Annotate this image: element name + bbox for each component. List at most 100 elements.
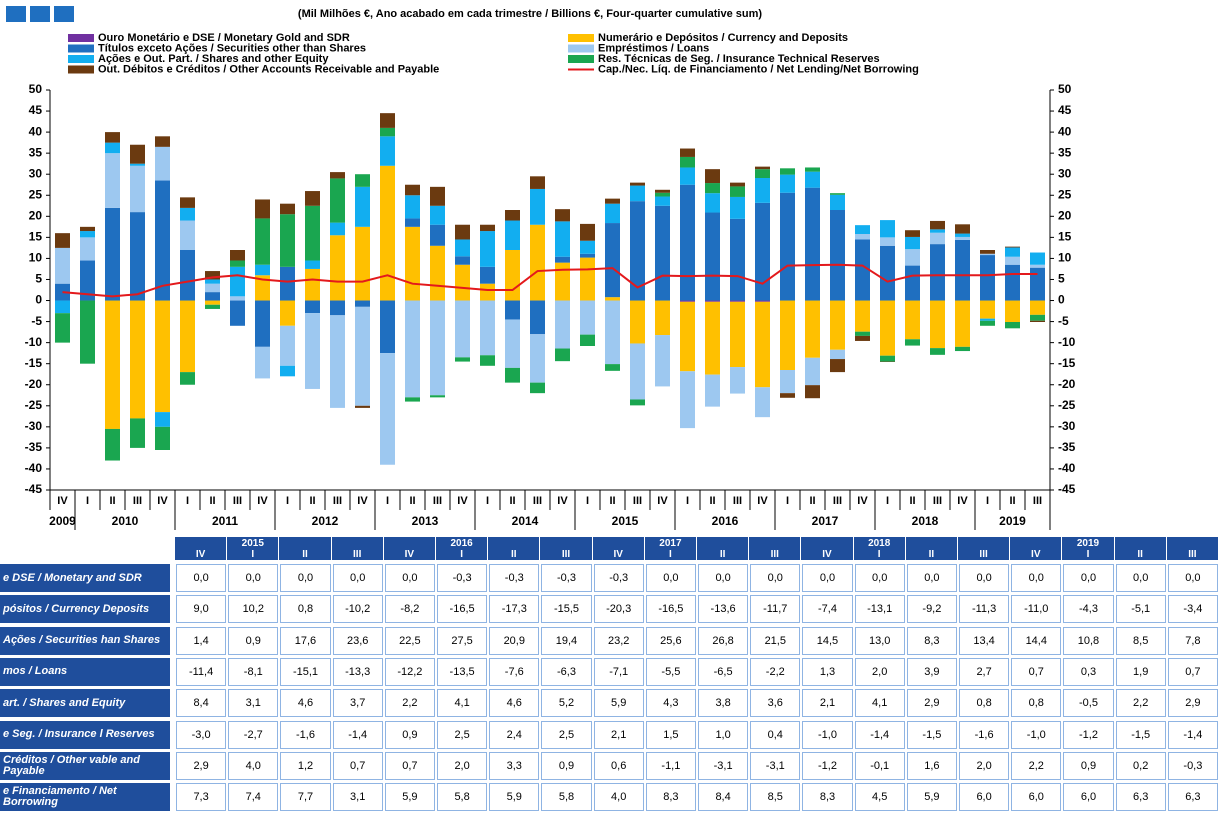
table-cell: -16,5 <box>437 595 488 624</box>
legend-label: Cap./Nec. Líq. de Financiamento / Net Le… <box>598 63 919 75</box>
logo <box>6 6 74 22</box>
table-cell: 5,9 <box>593 689 644 718</box>
bar-segment <box>855 234 870 240</box>
table-cell: 3,3 <box>489 751 540 780</box>
y2-tick-label: 15 <box>1058 230 1072 244</box>
table-cell: -11,3 <box>959 595 1010 624</box>
x-tick-label: IV <box>757 495 768 507</box>
bar-segment <box>930 220 945 230</box>
table-cell: 2,0 <box>854 657 905 686</box>
bar-segment <box>630 399 645 406</box>
table-cell: 0,0 <box>1115 564 1166 592</box>
year-label: 2016 <box>712 514 739 528</box>
bar-segment <box>305 191 320 206</box>
bar-segment <box>680 371 695 429</box>
table-cell: 0,0 <box>750 564 801 592</box>
bar-segment <box>580 253 595 258</box>
x-tick-label: II <box>909 495 915 507</box>
bar-segment <box>280 266 295 301</box>
y2-tick-label: 50 <box>1058 82 1072 96</box>
bar-segment <box>555 348 570 362</box>
year-header: 2015 <box>227 537 280 549</box>
table-cell: -3,1 <box>750 751 801 780</box>
bar-segment <box>155 180 170 301</box>
bar-segment <box>930 229 945 233</box>
y2-tick-label: 0 <box>1058 293 1065 307</box>
bar-segment <box>730 196 745 219</box>
table-cell: 3,1 <box>228 689 279 718</box>
bar-segment <box>805 300 820 358</box>
bar-segment <box>180 372 195 385</box>
bar-segment <box>955 233 970 237</box>
bar-segment <box>505 367 520 383</box>
x-tick-label: I <box>186 495 189 507</box>
bar-segment <box>130 418 145 448</box>
bar-segment <box>530 382 545 394</box>
y2-tick-label: 35 <box>1058 145 1072 159</box>
bar-segment <box>655 196 670 206</box>
table-cell: -12,2 <box>384 657 435 686</box>
table-cell: 14,4 <box>1011 626 1062 655</box>
bar-segment <box>830 349 845 360</box>
table-cell: 7,7 <box>280 783 331 812</box>
year-label: 2012 <box>312 514 339 528</box>
table-cell: -1,2 <box>1063 720 1114 749</box>
table-cell: 19,4 <box>541 626 592 655</box>
legend-swatch <box>568 34 594 42</box>
quarter-header: III <box>331 549 384 560</box>
year-label: 2015 <box>612 514 639 528</box>
bar-segment <box>405 195 420 219</box>
quarter-header: I <box>644 549 697 560</box>
table-cell: 6,3 <box>1115 783 1166 812</box>
bar-segment <box>780 300 795 370</box>
table-cell: 9,0 <box>176 595 227 624</box>
bar-segment <box>1005 247 1020 257</box>
bar-segment <box>780 370 795 394</box>
bar-segment <box>280 325 295 366</box>
table-cell: -1,5 <box>906 720 957 749</box>
bar-segment <box>805 171 820 188</box>
bar-segment <box>180 220 195 250</box>
x-tick-label: III <box>333 495 342 507</box>
x-tick-label: I <box>986 495 989 507</box>
bar-segment <box>980 320 995 326</box>
bar-segment <box>680 156 695 168</box>
bar-segment <box>880 237 895 246</box>
table-cell: 8,4 <box>176 689 227 718</box>
bar-segment <box>480 355 495 366</box>
bar-segment <box>980 253 995 256</box>
table-cell: -6,5 <box>698 657 749 686</box>
bar-segment <box>1030 264 1045 268</box>
bar-segment <box>230 296 245 301</box>
bar-segment <box>255 346 270 379</box>
table-cell: 4,0 <box>593 783 644 812</box>
table-cell: 5,9 <box>489 783 540 812</box>
table-cell: 0,9 <box>228 626 279 655</box>
table-cell: 5,9 <box>906 783 957 812</box>
bar-segment <box>180 300 195 373</box>
bar-segment <box>205 292 220 301</box>
table-cell: -7,6 <box>489 657 540 686</box>
x-tick-label: IV <box>857 495 868 507</box>
x-tick-label: III <box>633 495 642 507</box>
table-cell: 25,6 <box>645 626 696 655</box>
bar-segment <box>355 186 370 227</box>
table-cell: 1,9 <box>1115 657 1166 686</box>
year-header: 2017 <box>644 537 697 549</box>
bar-segment <box>655 189 670 193</box>
table-cell: 7,3 <box>176 783 227 812</box>
table-cell: 2,2 <box>1115 689 1166 718</box>
table-cell: 6,0 <box>1063 783 1114 812</box>
table-cell: -2,2 <box>750 657 801 686</box>
x-tick-label: II <box>709 495 715 507</box>
table-cell: 0,0 <box>176 564 227 592</box>
bar-segment <box>580 334 595 346</box>
table-cell: 0,8 <box>280 595 331 624</box>
table-cell: -3,1 <box>698 751 749 780</box>
table-cell: 0,4 <box>750 720 801 749</box>
bar-segment <box>305 260 320 269</box>
table-cell: 0,0 <box>698 564 749 592</box>
y2-tick-label: -15 <box>1058 356 1076 370</box>
y-tick-label: -15 <box>25 356 43 370</box>
table-cell: 2,0 <box>959 751 1010 780</box>
